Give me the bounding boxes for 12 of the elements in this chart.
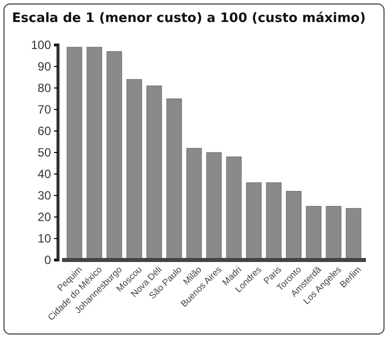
y-tick-label: 100 <box>30 38 52 52</box>
y-tick-label: 60 <box>38 124 52 138</box>
y-tick-label: 0 <box>44 252 52 267</box>
y-tick-label: 70 <box>38 102 52 116</box>
y-tick-label: 50 <box>38 145 52 160</box>
y-tick-label: 90 <box>38 59 52 74</box>
chart-title: Escala de 1 (menor custo) a 100 (custo máximo) <box>12 11 366 26</box>
y-tick-label: 30 <box>38 188 52 202</box>
y-tick-label: 40 <box>38 166 52 181</box>
y-tick-label: 80 <box>38 80 52 95</box>
y-tick-label: 10 <box>38 231 52 246</box>
y-tick-label: 20 <box>38 210 52 224</box>
